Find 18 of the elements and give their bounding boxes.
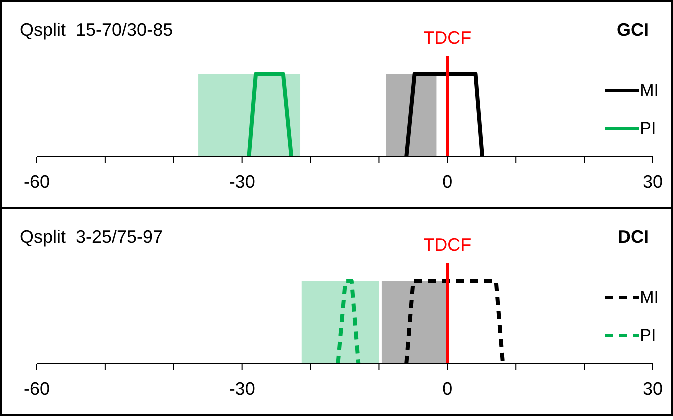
x-tick-label: -30	[229, 172, 256, 192]
x-tick-label: -60	[24, 378, 50, 399]
text: DCI	[618, 227, 649, 248]
x-tick-label: 30	[642, 378, 664, 399]
legend-label: MI	[640, 288, 659, 308]
x-tick-label: -60	[24, 172, 50, 192]
legend-label: PI	[640, 326, 656, 346]
x-tick-label: 0	[442, 172, 453, 192]
x-tick-label: -30	[229, 378, 256, 399]
ref-line-label: TDCF	[424, 28, 472, 48]
text: GCI	[616, 20, 649, 41]
chart-title: Qsplit 15-70/30-85	[20, 20, 174, 41]
x-tick-label: 0	[442, 378, 453, 399]
x-tick-label: 30	[642, 172, 664, 192]
legend-label: PI	[640, 119, 656, 139]
chart-title: Qsplit 3-25/75-97	[20, 227, 164, 248]
legend-label: MI	[640, 81, 659, 101]
ref-line-label: TDCF	[424, 235, 472, 255]
